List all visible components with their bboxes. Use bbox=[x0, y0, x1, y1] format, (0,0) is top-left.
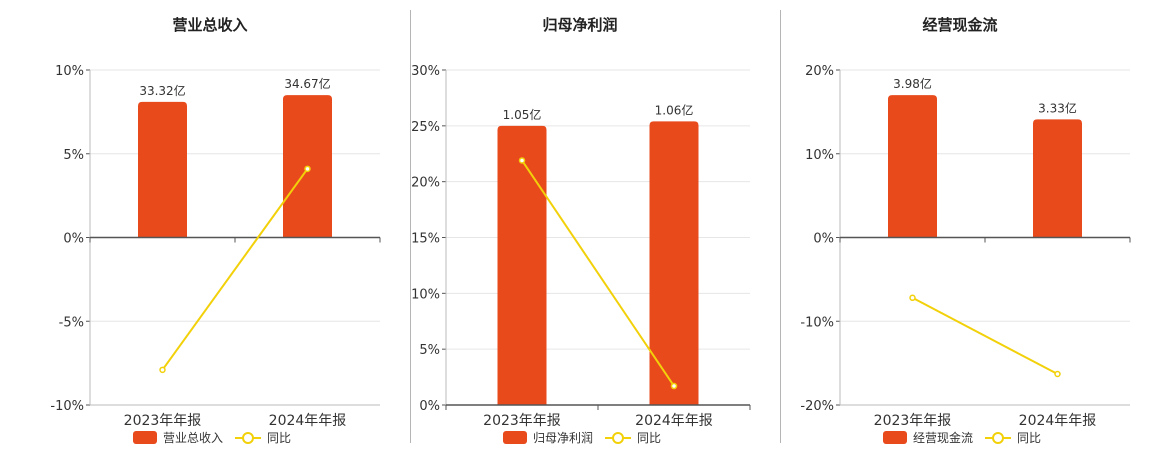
legend-line-swatch bbox=[235, 431, 262, 444]
yoy-point bbox=[304, 165, 311, 173]
bar-data-label: 1.05亿 bbox=[503, 107, 542, 122]
legend-net-profit[interactable]: 归母净利润 同比 bbox=[503, 428, 661, 446]
panel-divider bbox=[410, 10, 411, 443]
panel-divider bbox=[780, 10, 781, 443]
y-tick-label: 10% bbox=[411, 287, 440, 302]
yoy-line bbox=[161, 168, 309, 371]
legend-revenue[interactable]: 营业总收入 同比 bbox=[133, 428, 291, 446]
y-tick-label: 0% bbox=[813, 232, 834, 247]
legend-bar-swatch bbox=[883, 430, 907, 444]
y-tick-label: 0% bbox=[419, 399, 440, 414]
legend-line-label: 同比 bbox=[1017, 430, 1042, 445]
bar-data-label: 1.06亿 bbox=[655, 102, 694, 117]
y-tick-label: -10% bbox=[800, 315, 834, 330]
legend-line-label: 同比 bbox=[267, 430, 292, 445]
chart-panel-2: 20% 10% 0% -10% -20% 3.98亿 3.33亿 2023年年报 2024年年报 bbox=[800, 64, 1131, 429]
y-tick-label: 5% bbox=[419, 343, 440, 358]
x-tick-label: 2024年年报 bbox=[269, 413, 347, 429]
y-tick-label: 10% bbox=[805, 148, 834, 163]
x-tick-label: 2023年年报 bbox=[124, 413, 202, 429]
legend-bar-swatch bbox=[503, 430, 527, 444]
yoy-line bbox=[521, 159, 675, 387]
chart-title-cash-flow: 经营现金流 bbox=[922, 16, 998, 34]
y-tick-label: 10% bbox=[55, 64, 84, 79]
chart-panel-0: 10% 5% 0% -5% -10% 33.32亿 34.67亿 2023年年报 2024年年报 bbox=[50, 64, 381, 429]
bar-data-label: 34.67亿 bbox=[284, 76, 330, 91]
x-tick-label: 2024年年报 bbox=[635, 413, 713, 429]
y-tick-label: 30% bbox=[411, 64, 440, 79]
y-tick-label: 15% bbox=[411, 232, 440, 247]
y-tick-label: 5% bbox=[63, 148, 84, 163]
bar-data-label: 3.33亿 bbox=[1038, 100, 1077, 115]
y-tick-label: -5% bbox=[59, 315, 84, 330]
x-tick-label: 2023年年报 bbox=[874, 413, 952, 429]
yoy-line bbox=[912, 296, 1058, 375]
bar bbox=[649, 121, 699, 405]
y-tick-label: -10% bbox=[50, 399, 84, 414]
legend-bar-label: 营业总收入 bbox=[163, 430, 224, 445]
y-tick-label: 20% bbox=[805, 64, 834, 79]
legend-bar-label: 经营现金流 bbox=[913, 430, 974, 445]
y-tick-label: -20% bbox=[800, 399, 834, 414]
yoy-point bbox=[670, 382, 678, 390]
chart-panel-1: 30% 25% 20% 15% 10% 5% 0% 1.05亿 1.06亿 2023年年报 2024… bbox=[411, 64, 751, 429]
x-tick-label: 2024年年报 bbox=[1019, 413, 1097, 429]
legend-bar-label: 归母净利润 bbox=[533, 430, 594, 445]
yoy-point bbox=[1054, 370, 1061, 378]
bar bbox=[138, 101, 187, 238]
x-tick-label: 2023年年报 bbox=[483, 413, 561, 429]
y-tick-label: 20% bbox=[411, 176, 440, 191]
yoy-point bbox=[159, 366, 166, 374]
legend-cash-flow[interactable]: 经营现金流 同比 bbox=[883, 428, 1041, 446]
bar bbox=[888, 95, 937, 238]
yoy-point bbox=[518, 157, 526, 164]
bar-data-label: 3.98亿 bbox=[893, 76, 932, 91]
chart-title-revenue: 营业总收入 bbox=[172, 16, 248, 34]
legend-line-swatch bbox=[985, 431, 1012, 444]
bar bbox=[497, 125, 547, 405]
legend-bar-swatch bbox=[133, 430, 157, 444]
bar-data-label: 33.32亿 bbox=[139, 83, 185, 98]
legend-line-swatch bbox=[605, 431, 632, 444]
y-tick-label: 25% bbox=[411, 120, 440, 135]
bar bbox=[1033, 119, 1082, 238]
legend-line-label: 同比 bbox=[637, 430, 662, 445]
y-tick-label: 0% bbox=[63, 232, 84, 247]
chart-title-net-profit: 归母净利润 bbox=[542, 16, 618, 34]
yoy-point bbox=[909, 294, 916, 302]
